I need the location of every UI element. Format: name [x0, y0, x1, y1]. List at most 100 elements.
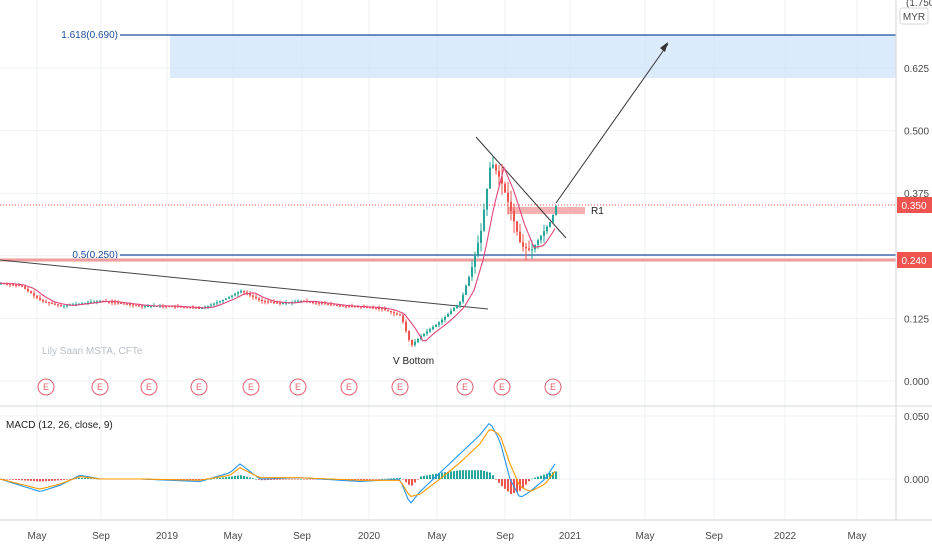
candle-body: [195, 307, 197, 309]
macd-hist-bar: [231, 476, 233, 479]
candle-body: [465, 285, 467, 295]
candle-body: [294, 301, 296, 303]
candle-body: [273, 302, 275, 304]
candle-body: [261, 299, 263, 301]
macd-hist-bar: [396, 477, 398, 479]
projection-arrow-line: [555, 43, 669, 204]
macd-hist-bar: [33, 479, 35, 482]
earnings-marker[interactable]: E: [242, 378, 260, 396]
macd-hist-bar: [234, 475, 236, 479]
time-tick-label: 2019: [156, 531, 179, 542]
macd-signal-line: [0, 429, 556, 498]
candle-body: [378, 308, 380, 310]
macd-hist-bar: [504, 479, 506, 489]
short-trendline: [475, 136, 567, 239]
candle-body: [447, 313, 449, 317]
earnings-marker-circle: [340, 378, 358, 396]
candle-body: [30, 291, 32, 294]
current-price-tag: [897, 197, 932, 213]
time-tick-label: May: [224, 531, 243, 542]
candle-body: [246, 292, 248, 294]
candle-body: [255, 296, 257, 299]
candle-body: [549, 222, 551, 227]
macd-hist-bar: [540, 475, 542, 479]
earnings-marker[interactable]: E: [37, 378, 55, 396]
earnings-marker-circle: [190, 378, 208, 396]
candle-body: [207, 305, 209, 307]
macd-hist-bar: [285, 479, 287, 480]
candle-body: [6, 283, 8, 285]
macd-hist-bar: [246, 476, 248, 479]
earnings-marker[interactable]: E: [391, 378, 409, 396]
macd-hist-bar: [51, 479, 53, 481]
macd-hist-bar: [522, 479, 524, 489]
fib-05-label: 0.5(0.250): [72, 250, 118, 261]
macd-hist-bar: [453, 471, 455, 479]
macd-hist-bar: [90, 478, 92, 479]
price-axis-top-partial: (1.750): [906, 0, 932, 9]
currency-label: MYR: [903, 12, 925, 23]
macd-hist-bar: [537, 476, 539, 479]
candle-body: [543, 231, 545, 236]
price-tick-label: 0.375: [904, 189, 929, 200]
macd-hist-bar: [222, 477, 224, 479]
candle-body: [324, 303, 326, 305]
time-tick-label: May: [636, 531, 655, 542]
earnings-marker[interactable]: E: [289, 378, 307, 396]
earnings-marker[interactable]: E: [544, 378, 562, 396]
earnings-marker[interactable]: E: [456, 378, 474, 396]
candle-body: [387, 309, 389, 312]
candle-body: [264, 300, 266, 302]
candle-body: [369, 307, 371, 309]
candle-body: [483, 209, 485, 231]
candle-body: [39, 297, 41, 301]
candle-body: [411, 339, 413, 345]
earnings-marker[interactable]: E: [340, 378, 358, 396]
macd-hist-bar: [6, 479, 8, 480]
macd-hist-bar: [75, 478, 77, 479]
macd-hist-bar: [210, 479, 212, 480]
earnings-marker[interactable]: E: [190, 378, 208, 396]
candle-body: [363, 306, 365, 308]
earnings-marker[interactable]: E: [91, 378, 109, 396]
long-trendline: [0, 259, 489, 310]
macd-title: MACD (12, 26, close, 9): [6, 420, 113, 431]
macd-hist-bar: [297, 479, 299, 480]
candle-body: [198, 308, 200, 310]
candle-body: [48, 302, 50, 304]
candle-body: [426, 331, 428, 334]
candle-body: [477, 242, 479, 255]
macd-hist-bar: [279, 479, 281, 480]
macd-hist-bar: [498, 479, 500, 483]
macd-hist-bar: [39, 479, 41, 482]
candle-body: [327, 303, 329, 305]
macd-hist-bar: [528, 479, 530, 482]
macd-hist-bar: [303, 479, 305, 480]
candle-body: [318, 302, 320, 304]
macd-hist-bar: [429, 474, 431, 479]
earnings-marker-label: E: [397, 382, 403, 392]
candle-body: [180, 306, 182, 308]
macd-axis: 0.050 0.000: [904, 412, 929, 486]
candle-body: [174, 306, 176, 308]
earnings-marker[interactable]: E: [140, 378, 158, 396]
candle-body: [114, 302, 116, 304]
macd-hist-bar: [393, 478, 395, 479]
macd-hist-bar: [63, 479, 65, 480]
macd-hist-bar: [510, 479, 512, 495]
macd-hist-bar: [495, 479, 497, 480]
macd-hist-bar: [240, 475, 242, 479]
candle-body: [540, 235, 542, 241]
earnings-marker-label: E: [295, 382, 301, 392]
candle-body: [495, 164, 497, 171]
candle-body: [300, 300, 302, 302]
macd-hist-bar: [309, 479, 311, 480]
candle-body: [525, 246, 527, 249]
macd-hist-bar: [390, 478, 392, 479]
earnings-marker[interactable]: E: [493, 378, 511, 396]
candle-body: [438, 322, 440, 325]
candle-body: [225, 298, 227, 300]
macd-hist-bar: [219, 477, 221, 479]
candle-body: [222, 299, 224, 302]
currency-badge[interactable]: [899, 7, 929, 25]
